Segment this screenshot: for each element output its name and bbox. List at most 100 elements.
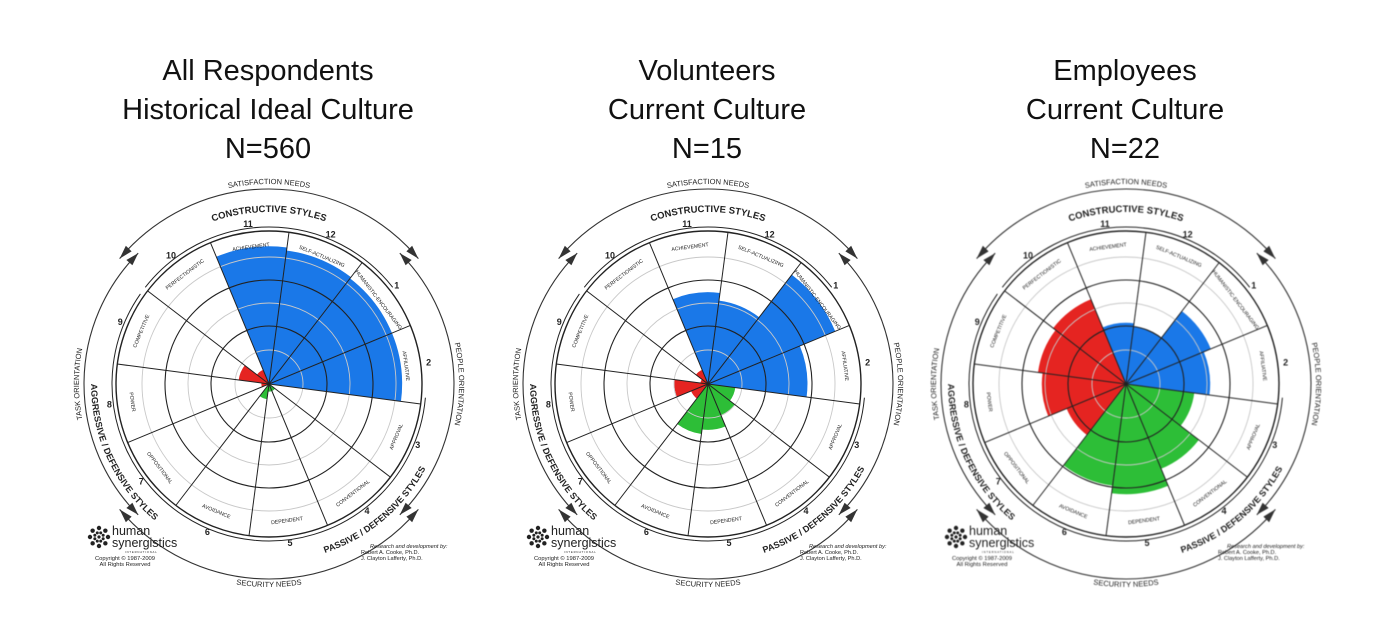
orientation-arc-security <box>558 508 858 580</box>
logo-dot <box>953 525 959 531</box>
cluster-label-constructive: CONSTRUCTIVE STYLES <box>649 204 767 224</box>
segment-divider <box>974 363 1127 385</box>
orientation-arrowhead <box>983 253 996 266</box>
style-label-5: DEPENDENT <box>1128 516 1161 526</box>
orientation-label-people: PEOPLE ORIENTATION <box>1310 342 1323 427</box>
segment-number-12: 12 <box>1183 230 1193 240</box>
segment-divider <box>268 383 391 478</box>
segment-number-6: 6 <box>644 527 649 537</box>
cluster-bracket-constructive <box>1001 226 1251 288</box>
segment-divider <box>1004 290 1127 385</box>
segment-number-10: 10 <box>605 251 615 261</box>
logo-dot <box>526 534 532 540</box>
logo-dot <box>950 533 954 537</box>
grid-ring <box>626 302 790 466</box>
orientation-arc-satisfaction <box>558 188 858 260</box>
grid-ring <box>1044 302 1208 466</box>
segment-number-2: 2 <box>426 357 431 367</box>
segment-bar-10 <box>256 369 269 384</box>
style-label-2: AFFILIATIVE <box>1258 351 1268 382</box>
logo-dot <box>944 534 950 540</box>
logo-text-line2: synergistics <box>112 536 177 550</box>
logo-dot <box>540 537 544 541</box>
segment-bar-6 <box>677 384 708 435</box>
logo-dot <box>535 525 541 531</box>
segment-number-8: 8 <box>546 399 551 409</box>
orientation-arrowhead <box>845 509 858 523</box>
orientation-arrowhead <box>126 253 139 266</box>
panel-title: Employees Current Culture N=22 <box>892 52 1358 169</box>
logo-dot <box>529 528 534 533</box>
segment-number-1: 1 <box>394 280 399 290</box>
panel-title: All Respondents Historical Ideal Culture… <box>35 52 501 169</box>
orientation-arrowhead <box>558 509 571 523</box>
logo-dot <box>540 533 544 537</box>
grid-ring <box>673 349 743 419</box>
segment-divider <box>566 383 709 444</box>
segment-number-5: 5 <box>1145 538 1150 548</box>
style-label-11: ACHIEVEMENT <box>1089 242 1128 253</box>
logo-dot <box>101 537 105 541</box>
orientation-label-path: SATISFACTION NEEDS <box>666 177 750 190</box>
orientation-arrowhead <box>1263 509 1276 523</box>
orientation-label-path: SATISFACTION NEEDS <box>227 177 311 190</box>
orientation-arc-people <box>399 252 455 516</box>
logo-dot <box>97 535 101 539</box>
rights-text: All Rights Reserved <box>539 562 590 568</box>
segment-bar-7 <box>1066 384 1126 435</box>
research-text: Research and development by: <box>1227 544 1305 550</box>
cluster-bracket-aggressive <box>550 293 695 541</box>
style-label-5: DEPENDENT <box>271 516 304 526</box>
orientation-label-path: TASK ORIENTATION <box>929 347 941 421</box>
segment-number-7: 7 <box>996 476 1001 486</box>
orientation-label-security: SECURITY NEEDS <box>236 577 302 589</box>
logo-subtext: INTERNATIONAL <box>125 550 158 554</box>
author-2-text: J. Clayton Lafferty, Ph.D. <box>1218 556 1280 562</box>
orientation-arrowhead <box>119 245 132 259</box>
logo-dot <box>544 534 550 540</box>
segment-divider <box>1066 242 1127 385</box>
segment-number-3: 3 <box>1272 440 1277 450</box>
segment-bar-11 <box>672 292 720 384</box>
orientation-label-path: SECURITY NEEDS <box>236 577 302 589</box>
segment-number-5: 5 <box>727 538 732 548</box>
segment-divider <box>268 383 421 405</box>
logo-dot <box>542 528 547 533</box>
orientation-arrowhead <box>976 509 989 523</box>
orientation-arrowhead <box>1256 502 1269 515</box>
segment-number-4: 4 <box>1222 506 1227 516</box>
cluster-label-constructive: CONSTRUCTIVE STYLES <box>1067 204 1185 224</box>
logo-dot <box>99 539 103 543</box>
segment-bar-6 <box>1063 384 1126 486</box>
orientation-arc-task <box>83 252 139 516</box>
author-2-text: J. Clayton Lafferty, Ph.D. <box>361 556 423 562</box>
logo-text-line1: human <box>969 524 1007 538</box>
cluster-label-constructive: CONSTRUCTIVE STYLES <box>210 204 328 224</box>
orientation-arc-satisfaction <box>976 188 1276 260</box>
logo-dot <box>958 537 962 541</box>
segment-divider <box>1125 232 1147 385</box>
segment-divider <box>707 383 830 478</box>
segment-bar-12 <box>708 300 760 384</box>
title-line-1: Volunteers <box>638 55 776 87</box>
segment-divider <box>1125 324 1268 385</box>
logo-dot <box>950 537 954 541</box>
segment-divider <box>1125 383 1186 526</box>
segment-divider <box>1125 383 1278 405</box>
title-line-3: N=22 <box>1089 133 1161 165</box>
logo-dot <box>534 531 538 535</box>
segment-bar-4 <box>1126 384 1199 469</box>
orientation-label-security: SECURITY NEEDS <box>675 577 741 589</box>
grid-ring <box>1091 349 1161 419</box>
style-label-11: ACHIEVEMENT <box>232 242 271 253</box>
segment-bar-9 <box>1038 329 1126 384</box>
segment-number-1: 1 <box>1251 280 1256 290</box>
logo-text-line1: human <box>112 524 150 538</box>
logo-dot <box>96 543 102 549</box>
logo-text-line1: human <box>551 524 589 538</box>
segment-number-10: 10 <box>166 251 176 261</box>
author-1-text: Robert A. Cooke, Ph.D. <box>800 550 859 556</box>
segment-divider <box>687 383 709 536</box>
